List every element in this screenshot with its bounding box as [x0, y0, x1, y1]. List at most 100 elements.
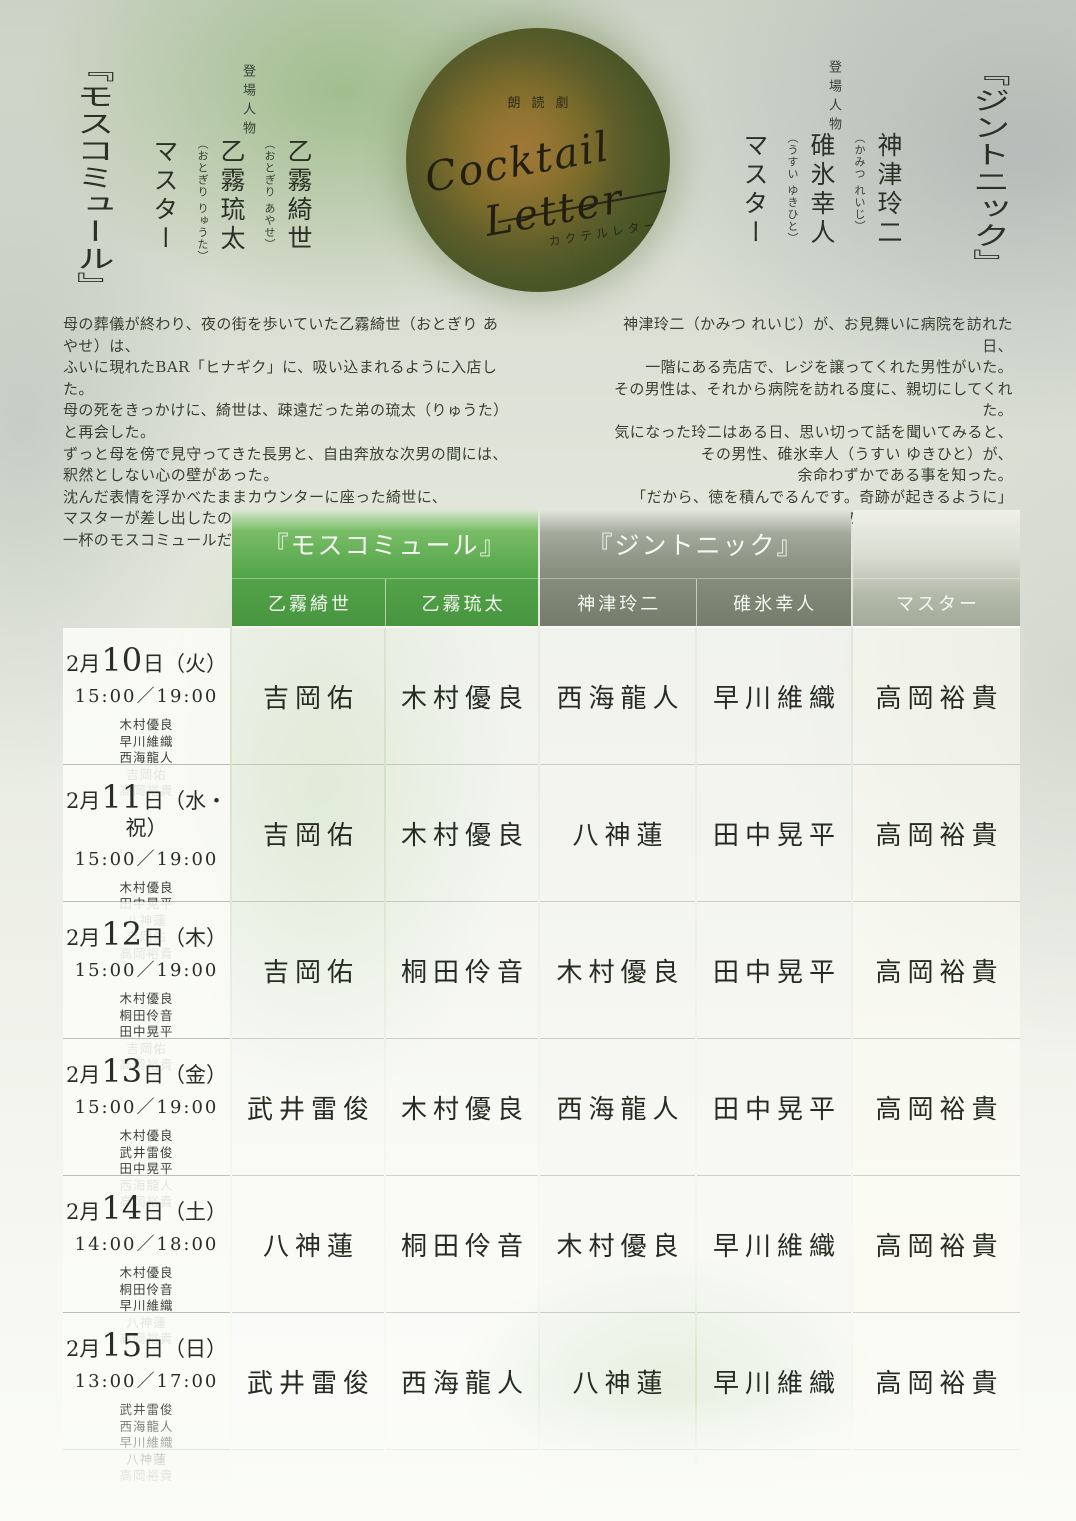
cast-cell-ayase: 吉岡佑 [232, 628, 384, 765]
logo-grain-texture [406, 28, 670, 292]
cast-cell-reiji: 木村優良 [540, 1176, 695, 1313]
date-line: 2月11日（水・祝） [63, 778, 230, 842]
cast-cell-reiji: 西海龍人 [540, 628, 695, 765]
showtimes: 15:00／19:00 [74, 960, 219, 982]
character-furigana: （おとぎり あやせ） [263, 138, 276, 251]
date-line: 2月13日（金） [63, 1052, 230, 1090]
mosco-column-headers: 乙霧綺世 乙霧琉太 [232, 578, 538, 626]
cast-cell-master: 高岡裕貴 [853, 765, 1020, 902]
left-show-title: 『モスコミュール』 [70, 56, 114, 299]
date-month: 2月 [65, 926, 101, 950]
date-cell: 2月13日（金） 15:00／19:00 木村優良 武井雷俊 田中晃平 西海龍人… [63, 1039, 230, 1209]
date-day: 12 [101, 915, 143, 953]
cast-cell-ayase: 吉岡佑 [232, 765, 384, 902]
date-weekday: 日（水・祝） [125, 789, 228, 841]
date-line: 2月12日（木） [63, 915, 230, 953]
date-weekday: 日（日） [143, 1337, 228, 1361]
cast-cell-yukihito: 田中晃平 [697, 902, 851, 1039]
date-weekday: 日（木） [143, 926, 228, 950]
cast-cell-ryuta: 桐田伶音 [386, 902, 538, 1039]
character-entry: 乙霧琉太 （おとぎり りゅうた） [194, 138, 249, 353]
date-cell: 2月12日（木） 15:00／19:00 木村優良 桐田伶音 田中晃平 吉岡佑 … [63, 902, 230, 1072]
master-column-header-wrap: マスター [853, 578, 1020, 626]
cast-cell-reiji: 八神蓮 [540, 765, 695, 902]
cast-cell-ayase: 武井雷俊 [232, 1039, 384, 1176]
date-day: 14 [101, 1189, 143, 1227]
date-month: 2月 [65, 789, 101, 813]
character-name: マスター [150, 138, 179, 254]
cast-cell-yukihito: 早川維織 [697, 1176, 851, 1313]
right-show-characters: 神津玲二 （かみつ れいじ） 碓氷幸人 （うすい ゆきひと） マスター [736, 132, 906, 352]
character-entry: マスター [146, 138, 182, 353]
date-weekday: 日（火） [143, 652, 228, 676]
column-header-ryuta: 乙霧琉太 [385, 579, 538, 626]
character-entry: マスター [736, 132, 772, 352]
schedule-table: 『モスコミュール』 乙霧綺世 乙霧琉太 『ジントニック』 神津玲二 碓氷幸人 マ… [63, 510, 1020, 1508]
mosco-group-title: 『モスコミュール』 [263, 531, 507, 560]
cast-cell-reiji: 西海龍人 [540, 1039, 695, 1176]
cast-cell-ryuta: 木村優良 [386, 628, 538, 765]
date-cell: 2月14日（土） 14:00／18:00 木村優良 桐田伶音 早川維織 八神蓮 … [63, 1176, 230, 1346]
character-name: 碓氷幸人 [807, 132, 836, 248]
cast-cell-ayase: 八神蓮 [232, 1176, 384, 1313]
date-month: 2月 [65, 1200, 101, 1224]
cast-cell-master: 高岡裕貴 [853, 1176, 1020, 1313]
date-weekday: 日（金） [143, 1063, 228, 1087]
left-cast-heading: 登場人物 [240, 64, 255, 140]
mosco-header-block: 『モスコミュール』 乙霧綺世 乙霧琉太 [232, 510, 538, 628]
date-cell: 2月11日（水・祝） 15:00／19:00 木村優良 田中晃平 八神蓮 吉岡佑… [63, 765, 230, 961]
character-furigana: （うすい ゆきひと） [786, 132, 799, 245]
cast-cell-ryuta: 木村優良 [386, 1039, 538, 1176]
character-name: 乙霧綺世 [284, 138, 313, 254]
showtimes: 15:00／19:00 [74, 686, 219, 708]
character-name: 乙霧琉太 [217, 138, 246, 254]
date-day: 15 [101, 1326, 143, 1364]
date-cell: 2月10日（火） 15:00／19:00 木村優良 早川維織 西海龍人 吉岡佑 … [63, 628, 230, 798]
date-day: 13 [101, 1052, 143, 1090]
right-cast-heading: 登場人物 [826, 60, 841, 136]
date-line: 2月15日（日） [63, 1326, 230, 1364]
cast-cell-yukihito: 田中晃平 [697, 765, 851, 902]
cast-cell-master: 高岡裕貴 [853, 902, 1020, 1039]
date-line: 2月10日（火） [63, 641, 230, 679]
cast-cell-ryuta: 木村優良 [386, 765, 538, 902]
date-line: 2月14日（土） [63, 1189, 230, 1227]
left-show-characters: 乙霧綺世 （おとぎり あやせ） 乙霧琉太 （おとぎり りゅうた） マスター [146, 138, 316, 353]
showtimes: 15:00／19:00 [74, 1097, 219, 1119]
cast-cell-ayase: 吉岡佑 [232, 902, 384, 1039]
gin-column-headers: 神津玲二 碓氷幸人 [540, 578, 851, 626]
column-header-ayase: 乙霧綺世 [268, 593, 352, 615]
date-month: 2月 [65, 1337, 101, 1361]
character-name: マスター [740, 132, 769, 248]
date-day: 11 [101, 778, 143, 816]
right-show-title: 『ジントニック』 [966, 60, 1010, 276]
header-spacer [63, 510, 230, 628]
gin-header-block: 『ジントニック』 神津玲二 碓氷幸人 [540, 510, 851, 628]
bottom-fade-overlay [0, 1398, 1076, 1521]
gin-group-title: 『ジントニック』 [587, 531, 804, 560]
column-header-reiji: 神津玲二 [577, 593, 662, 615]
character-entry: 神津玲二 （かみつ れいじ） [851, 132, 906, 352]
date-month: 2月 [65, 1063, 101, 1087]
date-weekday: 日（土） [143, 1200, 228, 1224]
cast-cell-yukihito: 田中晃平 [697, 1039, 851, 1176]
showtimes: 14:00／18:00 [74, 1234, 219, 1256]
character-entry: 乙霧綺世 （おとぎり あやせ） [261, 138, 316, 353]
column-header-master: マスター [896, 593, 980, 615]
character-name: 神津玲二 [874, 132, 903, 248]
character-furigana: （かみつ れいじ） [853, 132, 866, 233]
cast-cell-yukihito: 早川維織 [697, 628, 851, 765]
date-day: 10 [101, 641, 143, 679]
showtimes: 15:00／19:00 [74, 848, 219, 870]
logo-genre-label: 朗読劇 [507, 96, 580, 111]
master-header-empty [853, 510, 1020, 578]
character-furigana: （おとぎり りゅうた） [196, 138, 209, 263]
character-entry: 碓氷幸人 （うすい ゆきひと） [784, 132, 839, 352]
cocktail-letter-logo: 朗読劇 Cocktail Letter カクテルレター [406, 28, 670, 292]
right-show-synopsis: 神津玲二（かみつ れいじ）が、お見舞いに病院を訪れた日、 一階にある売店で、レジ… [610, 315, 1013, 549]
master-header-block: マスター [853, 510, 1020, 628]
cast-cell-reiji: 木村優良 [540, 902, 695, 1039]
column-header-yukihito: 碓氷幸人 [695, 579, 852, 626]
cast-cell-master: 高岡裕貴 [853, 628, 1020, 765]
